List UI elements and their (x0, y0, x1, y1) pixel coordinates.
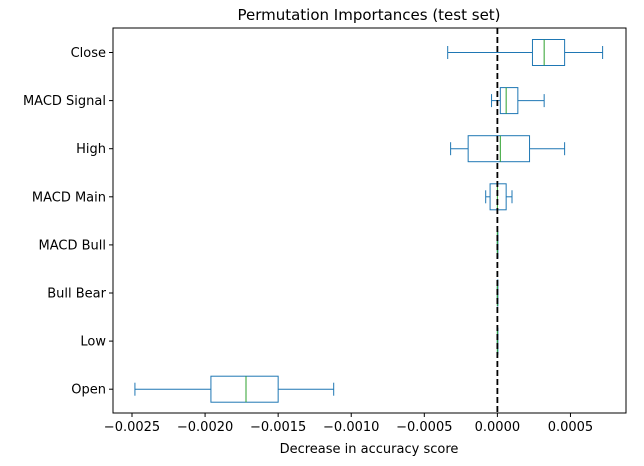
chart-title: Permutation Importances (test set) (237, 6, 500, 24)
x-tick-label: −0.0020 (177, 420, 233, 435)
iqr-box-macd-main (489, 183, 507, 211)
box-macd-signal (491, 87, 545, 115)
plot-frame (112, 27, 627, 414)
box-open (134, 375, 335, 403)
x-axis-label: Decrease in accuracy score (280, 442, 459, 457)
y-tick-label-bull-bear: Bull Bear (47, 287, 106, 302)
x-tick-label: −0.0025 (104, 420, 160, 435)
box-high (450, 135, 566, 163)
iqr-box-macd-signal (499, 87, 519, 115)
plot-area (134, 28, 604, 413)
iqr-box-close (531, 39, 566, 66)
y-tick-label-macd-signal: MACD Signal (23, 94, 106, 109)
x-tick-label: 0.0000 (475, 420, 521, 435)
box-macd-main (485, 183, 513, 211)
box-close (447, 39, 604, 66)
y-tick-label-macd-bull: MACD Bull (39, 238, 106, 253)
iqr-box-high (467, 135, 531, 163)
y-tick-label-high: High (76, 142, 106, 157)
x-tick-label: −0.0010 (323, 420, 379, 435)
axes: Close MACD Signal High MACD Main MACD Bull Bu… (23, 46, 593, 435)
iqr-box-open (210, 375, 279, 403)
y-tick-label-open: Open (71, 383, 106, 398)
y-tick-label-low: Low (80, 335, 106, 350)
box-low (496, 327, 499, 355)
x-tick-label: −0.0005 (396, 420, 452, 435)
y-tick-label-close: Close (71, 46, 106, 61)
x-tick-label: 0.0005 (548, 420, 594, 435)
y-tick-label-macd-main: MACD Main (32, 190, 106, 205)
x-tick-label: −0.0015 (250, 420, 306, 435)
